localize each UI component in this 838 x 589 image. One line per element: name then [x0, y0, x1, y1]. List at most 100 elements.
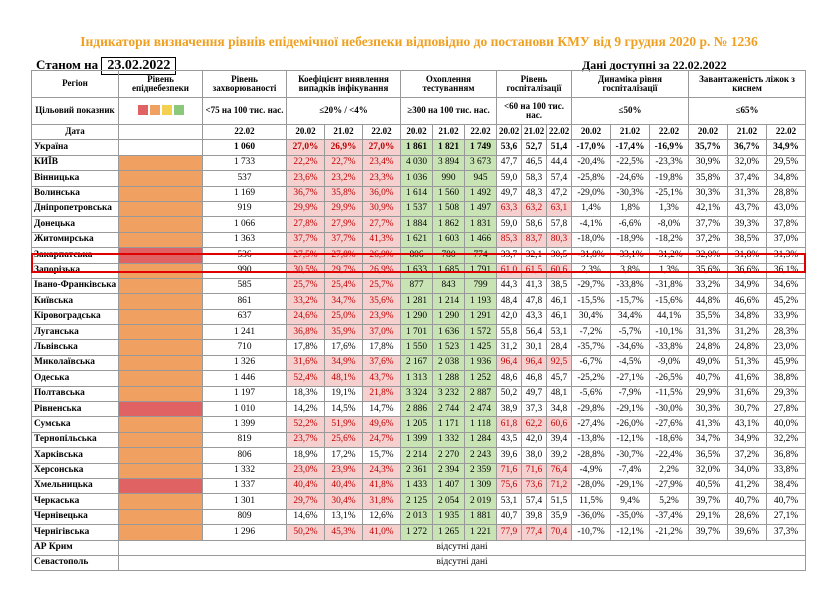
oxygen-cell: 36,5% [688, 447, 729, 464]
dynamics-cell: -21,2% [648, 524, 690, 541]
testing-cell: 1 633 [400, 262, 433, 279]
region-name: Одеська [31, 370, 119, 387]
danger-level-cell [118, 308, 203, 326]
danger-level-cell [118, 508, 203, 526]
danger-level-cell [118, 447, 203, 464]
incidence-cell: 710 [202, 339, 287, 356]
date-col: 21.02 [324, 123, 363, 141]
incidence-cell: 819 [202, 431, 287, 449]
hospital-cell: 96,4 [496, 354, 522, 372]
detection-cell: 24,6% [286, 308, 325, 326]
date-col: 22.02 [546, 123, 572, 141]
oxygen-cell: 36,7% [727, 139, 768, 156]
header-dynamics: Динаміка рівня госпіталізації [570, 70, 690, 98]
oxygen-cell: 37,3% [766, 524, 807, 541]
testing-cell: 2 474 [464, 401, 497, 418]
incidence-cell: 1 326 [202, 354, 287, 372]
danger-level-cell [118, 231, 203, 249]
dynamics-cell: -25,8% [571, 170, 611, 187]
hospital-cell: 59,0 [496, 170, 522, 187]
testing-cell: 1 508 [432, 200, 465, 218]
dynamics-cell: -33,8% [648, 339, 690, 356]
hospital-cell: 71,6 [521, 462, 547, 479]
testing-cell: 1 399 [400, 431, 433, 449]
testing-cell: 1 821 [432, 139, 465, 156]
header-region: Регіон [31, 70, 119, 98]
detection-cell: 14,2% [286, 401, 325, 418]
detection-cell: 36,7% [286, 185, 325, 202]
table-row-absent: АР Крим відсутні дані [31, 539, 807, 556]
date-col: 21.02 [610, 123, 650, 141]
detection-cell: 13,1% [324, 508, 363, 526]
hospital-cell: 51,5 [546, 493, 572, 510]
dynamics-cell: 2,2% [648, 462, 690, 479]
date-col: 20.02 [496, 123, 522, 141]
incidence-cell: 1 066 [202, 216, 287, 233]
oxygen-cell: 37,0% [766, 231, 807, 249]
detection-cell: 40,4% [286, 477, 325, 495]
oxygen-cell: 33,9% [766, 308, 807, 326]
header-incidence: Рівень захворюваності [202, 70, 287, 98]
testing-cell: 1 252 [464, 370, 497, 387]
incidence-cell: 1 010 [202, 401, 287, 418]
hospital-cell: 30,1 [521, 339, 547, 356]
oxygen-cell: 35,7% [688, 139, 729, 156]
testing-cell: 1 621 [400, 231, 433, 249]
oxygen-cell: 49,0% [688, 354, 729, 372]
detection-cell: 49,6% [362, 416, 401, 433]
date-col: 21.02 [521, 123, 547, 141]
testing-cell: 1 332 [432, 431, 465, 449]
oxygen-cell: 30,3% [688, 401, 729, 418]
testing-cell: 1 791 [464, 262, 497, 279]
region-name: Київська [31, 293, 119, 310]
oxygen-cell: 37,2% [727, 447, 768, 464]
region-name: Вінницька [31, 170, 119, 187]
region-name: Україна [31, 139, 119, 156]
indicators-table: Регіон Рівень епіднебезпеки Рівень захво… [31, 70, 807, 572]
table-row: Полтавська 1 197 18,3% 19,1% 21,8% 3 324 3 232… [31, 385, 807, 403]
date-label: Дата [31, 123, 119, 141]
danger-level-cell [118, 385, 203, 403]
region-name: Тернопільська [31, 431, 119, 449]
testing-cell: 1 407 [432, 477, 465, 495]
danger-level-cell [118, 277, 203, 295]
oxygen-cell: 40,7% [727, 493, 768, 510]
dynamics-cell: -28,0% [571, 477, 611, 495]
oxygen-cell: 28,6% [727, 508, 768, 526]
oxygen-cell: 39,6% [727, 524, 768, 541]
incidence-cell: 585 [202, 277, 287, 295]
detection-cell: 43,7% [362, 370, 401, 387]
testing-cell: 1 881 [464, 508, 497, 526]
hospital-cell: 49,7 [496, 185, 522, 202]
testing-cell: 774 [464, 247, 497, 264]
page-title: Індикатори визначення рівнів епідемічної… [80, 34, 758, 49]
hospital-cell: 43,3 [521, 308, 547, 326]
testing-cell: 1 290 [400, 308, 433, 326]
detection-cell: 34,7% [324, 293, 363, 310]
hospital-cell: 71,2 [546, 477, 572, 495]
detection-cell: 14,6% [286, 508, 325, 526]
oxygen-cell: 39,7% [688, 524, 729, 541]
testing-cell: 2 394 [432, 462, 465, 479]
oxygen-cell: 29,3% [766, 385, 807, 403]
detection-cell: 37,6% [362, 354, 401, 372]
as-of-label: Станом на [36, 57, 99, 72]
hospital-cell: 48,1 [546, 385, 572, 403]
detection-cell: 23,4% [362, 154, 401, 172]
hospital-cell: 46,8 [521, 370, 547, 387]
oxygen-cell: 24,8% [727, 339, 768, 356]
oxygen-cell: 30,9% [688, 154, 729, 172]
oxygen-cell: 40,5% [688, 477, 729, 495]
dynamics-cell: 3,8% [610, 262, 650, 279]
target-detection: ≤20% / <4% [286, 97, 401, 125]
oxygen-cell: 36,1% [766, 262, 807, 279]
region-name: Кіровоградська [31, 308, 119, 326]
oxygen-cell: 34,9% [766, 139, 807, 156]
detection-cell: 41,3% [362, 231, 401, 249]
hospital-cell: 48,4 [496, 293, 522, 310]
testing-cell: 990 [432, 170, 465, 187]
oxygen-cell: 34,0% [727, 462, 768, 479]
dynamics-cell: -17,4% [610, 139, 650, 156]
detection-cell: 50,2% [286, 524, 325, 541]
detection-cell: 52,2% [286, 416, 325, 433]
